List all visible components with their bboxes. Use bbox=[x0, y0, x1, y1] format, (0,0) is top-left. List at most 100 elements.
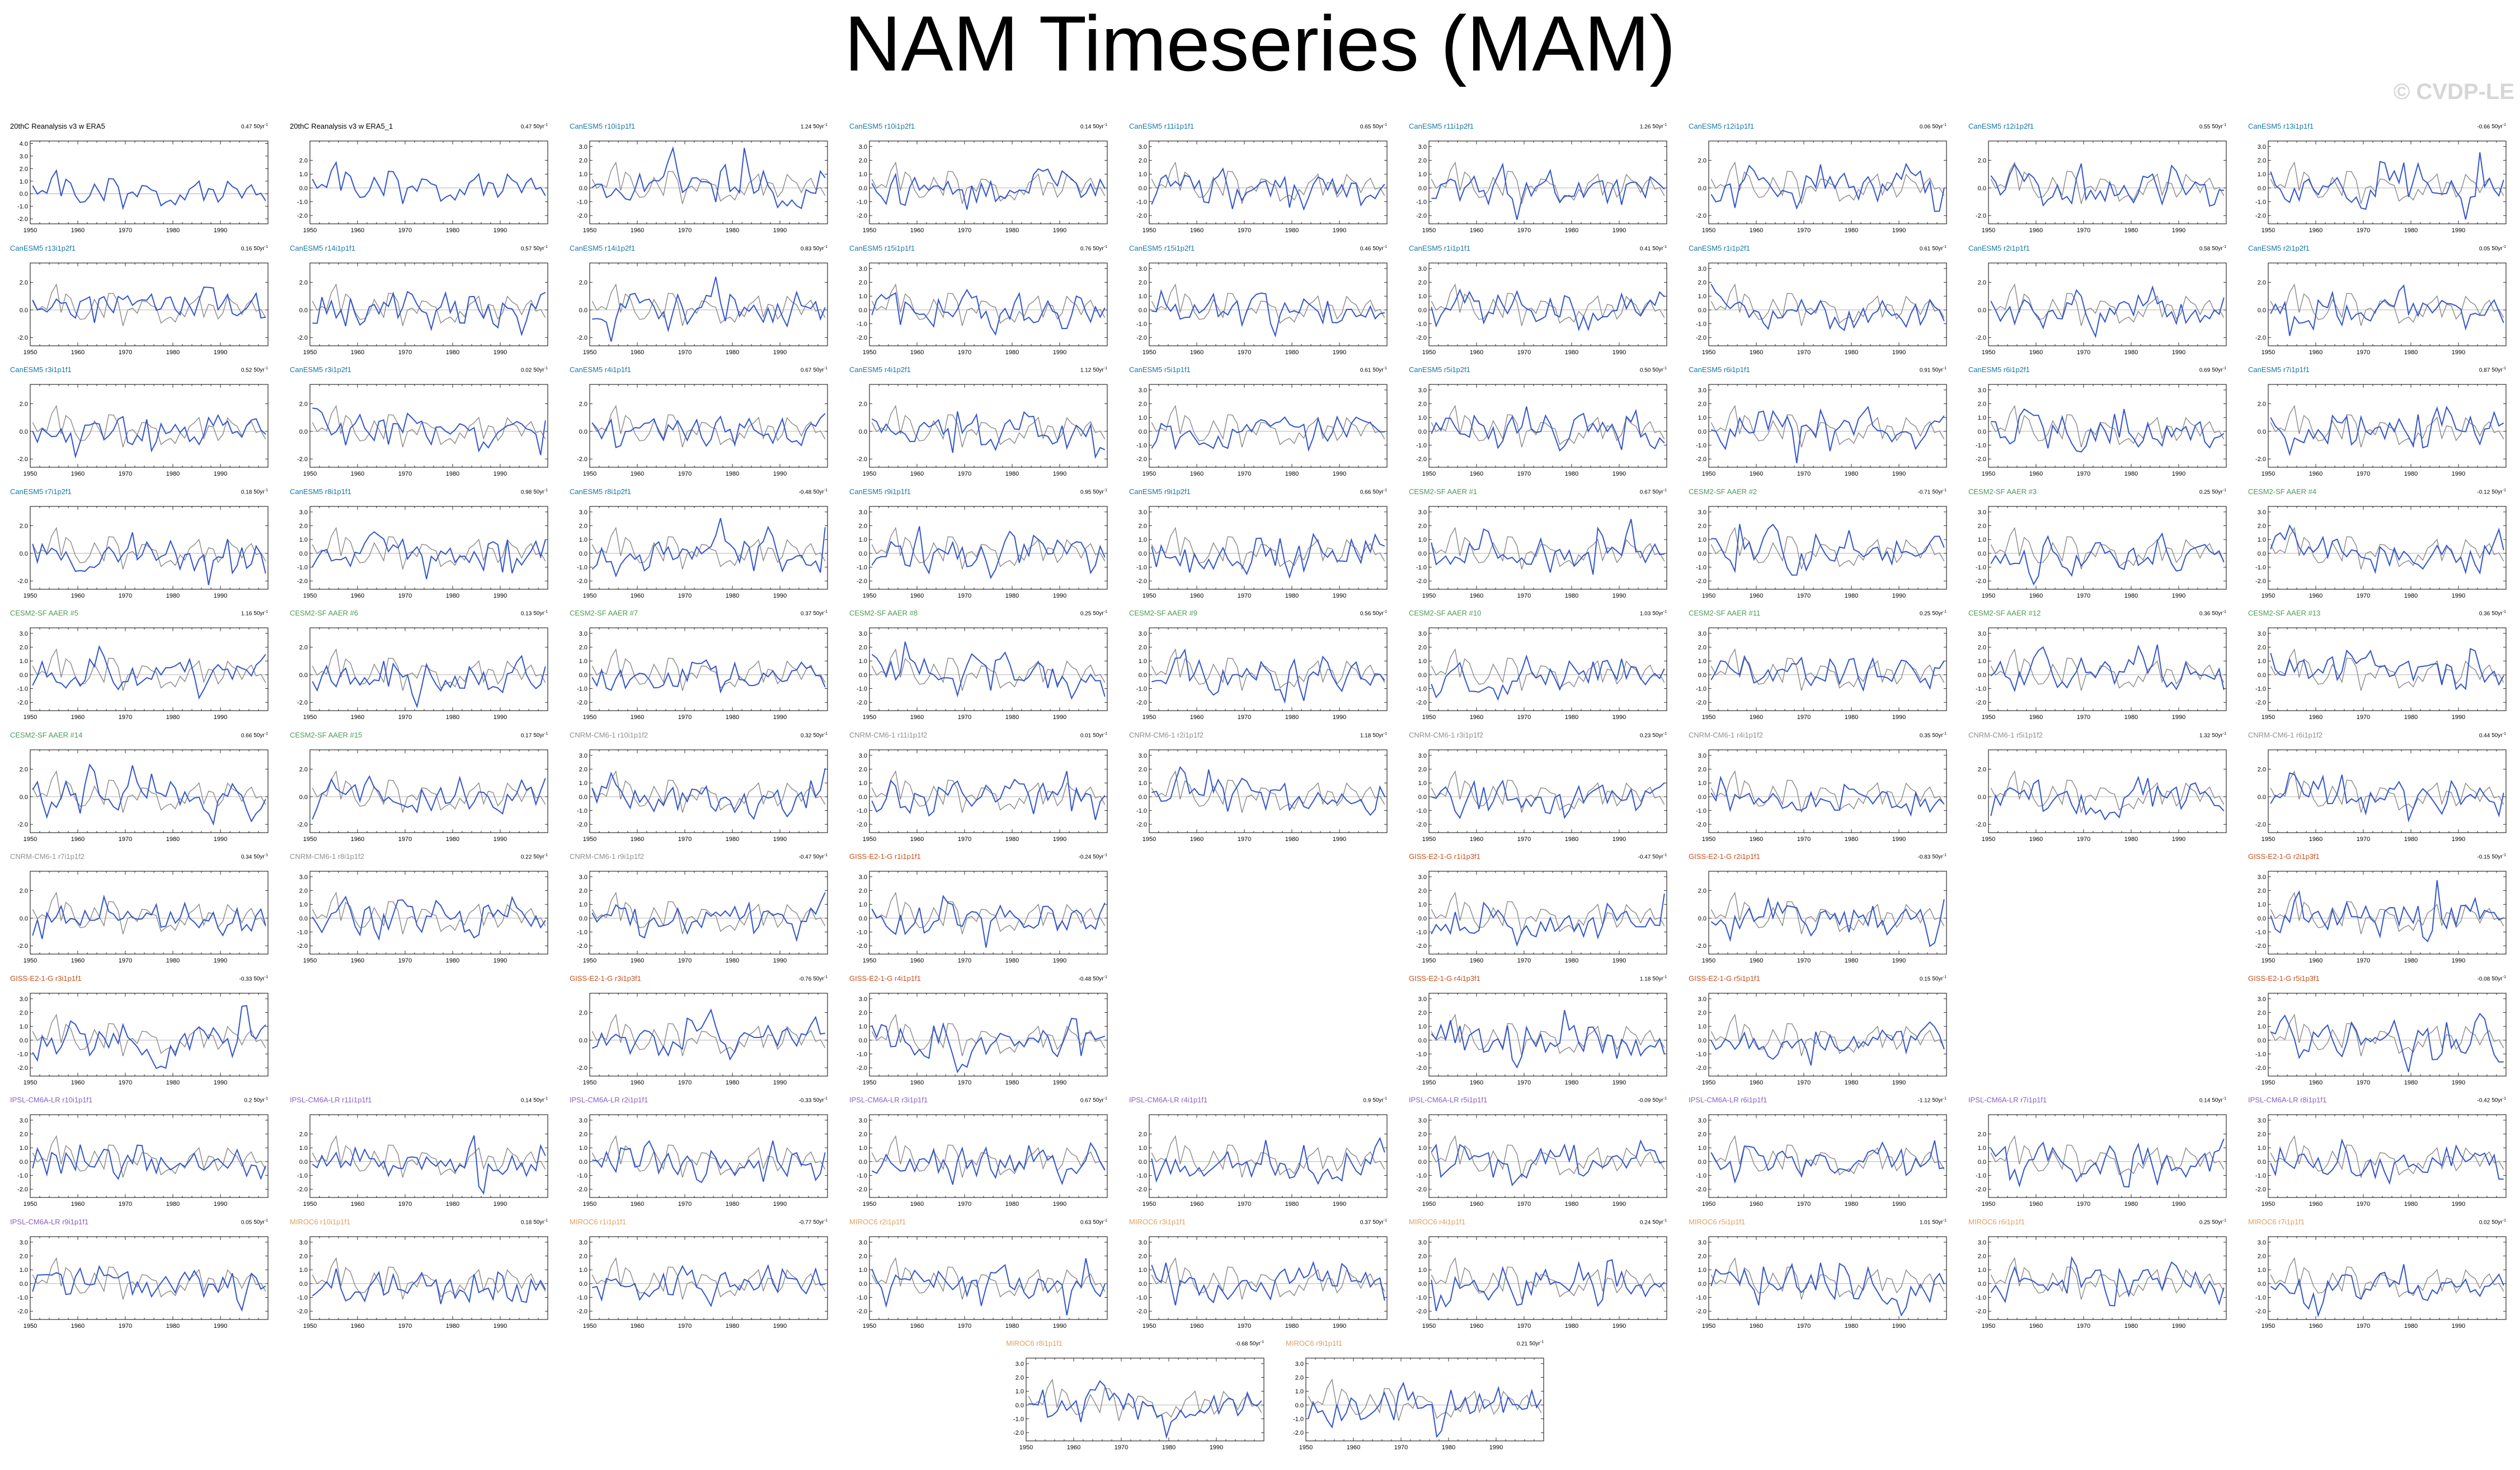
timeseries-panel: GISS-E2-1-G r2i1p3f1 -0.15 50yr-1 1950 1960 1… bbox=[2248, 852, 2509, 968]
plot-frame bbox=[589, 384, 828, 468]
x-tick-label: 1960 bbox=[351, 957, 364, 964]
series-line-observation bbox=[871, 283, 1106, 326]
x-tick-label: 1950 bbox=[863, 349, 876, 356]
series-line-model bbox=[1710, 406, 1945, 463]
x-tick-label: 1980 bbox=[2404, 714, 2418, 721]
trend-value: 0.44 50yr-1 bbox=[2479, 731, 2506, 739]
panel-label: CanESM5 r3i1p1f1 bbox=[10, 365, 72, 374]
x-tick-label: 1970 bbox=[398, 593, 412, 599]
plot-frame bbox=[309, 627, 548, 711]
plot-frame bbox=[1988, 749, 2227, 833]
timeseries-panel: CanESM5 r1i1p1f1 0.41 50yr-1 1950 1960 1970 19… bbox=[1409, 244, 1670, 359]
y-tick-label: 0.0 bbox=[1978, 185, 1986, 192]
panel-plot: 1950 1960 1970 1980 1990 3.0 2.0 1.0 0.0 -1.0 -2.0 bbox=[1136, 627, 1388, 721]
series-line-model bbox=[591, 146, 826, 209]
trend-unit: 50yr bbox=[1372, 245, 1384, 252]
panel-label: CESM2-SF AAER #14 bbox=[10, 730, 83, 739]
x-tick-label: 1960 bbox=[2309, 227, 2322, 234]
x-tick-label: 1990 bbox=[2172, 227, 2185, 234]
trend-number: 0.17 bbox=[520, 732, 532, 739]
y-tick-label: 0.0 bbox=[2258, 429, 2266, 435]
x-tick-label: 1960 bbox=[631, 227, 644, 234]
x-tick-label: 1970 bbox=[1517, 349, 1531, 356]
trend-number: -0.24 bbox=[1078, 854, 1092, 861]
timeseries-panel: CNRM-CM6-1 r5i1p1f2 1.32 50yr-1 1950 1960 197… bbox=[1968, 731, 2230, 846]
trend-number: 1.03 bbox=[1639, 610, 1651, 617]
x-tick-label: 1960 bbox=[1470, 349, 1483, 356]
trend-unit: 50yr bbox=[1932, 245, 1943, 252]
y-tick-label: -1.0 bbox=[1416, 686, 1427, 693]
y-tick-label: -2.0 bbox=[17, 335, 28, 341]
timeseries-panel: CanESM5 r2i1p2f1 0.05 50yr-1 1950 1960 1970 19… bbox=[2248, 244, 2509, 359]
trend-number: 0.18 bbox=[241, 489, 252, 495]
timeseries-panel: CESM2-SF AAER #1 0.67 50yr-1 1950 1960 1970 19… bbox=[1409, 487, 1670, 603]
series-line-model bbox=[1151, 289, 1385, 337]
trend-value: 0.69 50yr-1 bbox=[2199, 367, 2226, 374]
series-line-model bbox=[312, 774, 546, 820]
y-tick-label: -2.0 bbox=[577, 943, 587, 950]
x-tick-label: 1970 bbox=[1797, 593, 1811, 599]
x-tick-label: 1960 bbox=[351, 471, 364, 477]
y-tick-label: -1.0 bbox=[1136, 564, 1147, 571]
x-tick-label: 1980 bbox=[2404, 471, 2418, 477]
timeseries-panel: CanESM5 r5i1p2f1 0.50 50yr-1 1950 1960 1970 19… bbox=[1409, 365, 1670, 481]
trend-unit: 50yr bbox=[1652, 610, 1663, 617]
trend-unit: 50yr bbox=[1093, 732, 1104, 739]
y-tick-label: 3.0 bbox=[1698, 265, 1706, 272]
trend-number: 0.98 bbox=[520, 489, 532, 495]
x-tick-label: 1960 bbox=[1470, 836, 1483, 843]
plot-frame bbox=[1988, 506, 2227, 589]
y-tick-label: -2.0 bbox=[857, 699, 867, 706]
y-tick-label: -1.0 bbox=[1696, 807, 1706, 814]
series-line-model bbox=[32, 532, 266, 585]
trend-value: 1.03 50yr-1 bbox=[1639, 610, 1667, 617]
x-tick-label: 1980 bbox=[2404, 227, 2418, 234]
y-tick-label: 1.0 bbox=[1418, 537, 1427, 543]
x-tick-label: 1980 bbox=[1005, 471, 1019, 477]
x-tick-label: 1980 bbox=[2124, 593, 2138, 599]
timeseries-panel: CanESM5 r7i1p2f1 0.18 50yr-1 1950 1960 1970 19… bbox=[10, 487, 271, 603]
series-line-model bbox=[312, 407, 546, 455]
x-tick-label: 1980 bbox=[446, 593, 459, 599]
trend-unit: 50yr bbox=[1093, 367, 1104, 374]
y-tick-label: 3.0 bbox=[1139, 631, 1147, 637]
y-tick-label: -2.0 bbox=[1136, 456, 1147, 463]
y-tick-label: 1.0 bbox=[859, 658, 867, 665]
x-tick-label: 1950 bbox=[583, 714, 596, 721]
series-line-model bbox=[591, 518, 826, 577]
series-line-observation bbox=[32, 769, 266, 813]
trend-number: 0.57 bbox=[520, 245, 532, 252]
y-tick-label: 0.0 bbox=[299, 915, 308, 922]
x-tick-label: 1950 bbox=[23, 227, 37, 234]
y-tick-label: -2.0 bbox=[17, 821, 28, 828]
y-tick-label: 2.0 bbox=[20, 166, 28, 172]
panel-label: CanESM5 r4i1p1f1 bbox=[570, 365, 631, 374]
y-tick-label: -2.0 bbox=[857, 335, 867, 341]
plot-frame bbox=[589, 627, 828, 711]
x-tick-label: 1980 bbox=[166, 957, 180, 964]
plot-frame bbox=[1708, 140, 1947, 224]
x-tick-label: 1980 bbox=[1005, 349, 1019, 356]
series-line-model bbox=[312, 161, 546, 204]
y-tick-label: -2.0 bbox=[577, 335, 587, 341]
trend-unit: 50yr bbox=[1372, 367, 1384, 374]
x-tick-label: 1950 bbox=[863, 593, 876, 599]
panel-plot: 1950 1960 1970 1980 1990 2.0 0.0 -2.0 bbox=[577, 262, 828, 356]
x-tick-label: 1990 bbox=[493, 593, 507, 599]
series-line-model bbox=[1990, 644, 2225, 693]
y-tick-label: 2.0 bbox=[1978, 645, 1986, 651]
y-tick-label: 2.0 bbox=[579, 523, 587, 529]
trend-value: 0.14 50yr-1 bbox=[1080, 123, 1107, 130]
panel-label: CanESM5 r13i1p1f1 bbox=[2248, 122, 2314, 130]
plot-frame bbox=[869, 140, 1108, 224]
y-tick-label: 0.0 bbox=[299, 185, 308, 192]
series-line-observation bbox=[32, 891, 266, 934]
panel-plot: 1950 1960 1970 1980 1990 3.0 2.0 1.0 0.0 -1.0 -2.0 bbox=[577, 506, 828, 599]
x-tick-label: 1960 bbox=[1750, 836, 1763, 843]
x-tick-label: 1970 bbox=[678, 471, 692, 477]
panel-label: CanESM5 r5i1p1f1 bbox=[1129, 365, 1191, 374]
x-tick-label: 1980 bbox=[1565, 714, 1578, 721]
y-tick-label: 1.0 bbox=[1698, 537, 1706, 543]
trend-value: 0.57 50yr-1 bbox=[520, 245, 548, 252]
x-tick-label: 1950 bbox=[23, 349, 37, 356]
